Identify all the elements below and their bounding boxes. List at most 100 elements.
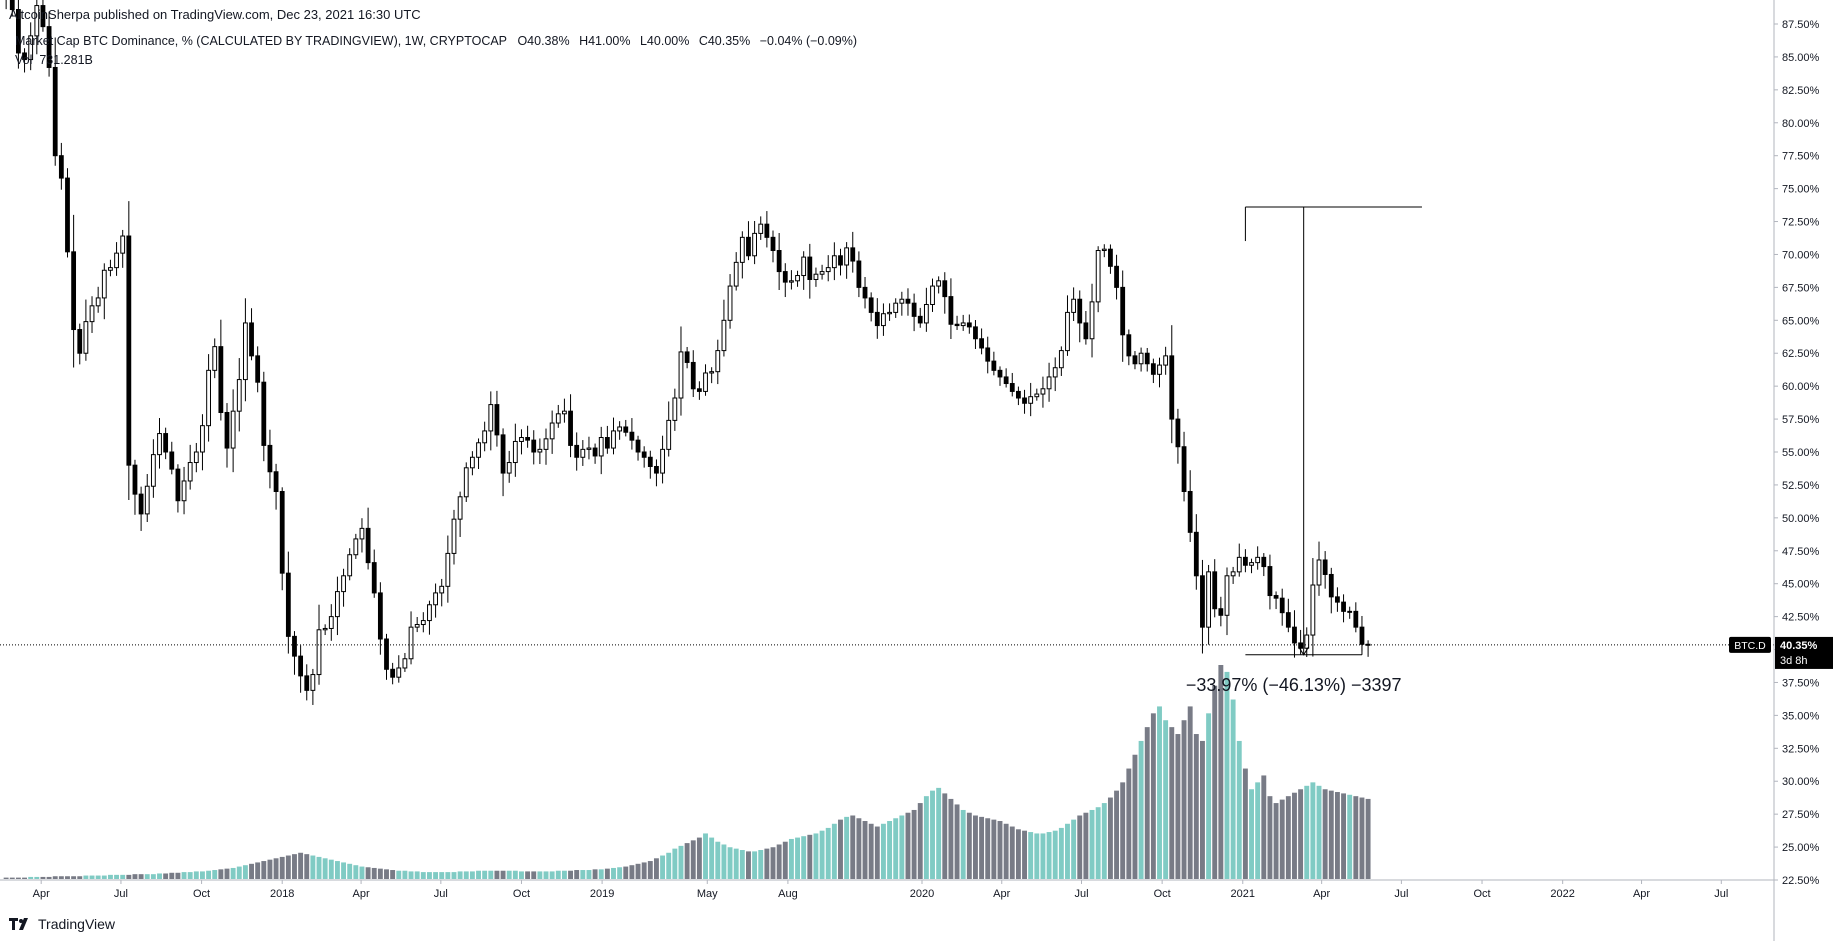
- volume-bar-down: [267, 859, 273, 879]
- candle-up: [206, 369, 211, 427]
- x-tick-label: Jul: [114, 888, 128, 900]
- candle-down: [623, 426, 629, 433]
- x-tick-label: 2020: [910, 888, 934, 900]
- candle-up: [825, 267, 831, 273]
- candle-down: [292, 635, 297, 657]
- volume-bar-down: [647, 861, 653, 879]
- volume-bar-up: [598, 869, 604, 879]
- candle-up: [721, 319, 727, 352]
- volume-bar-down: [1175, 734, 1181, 879]
- candle-down: [991, 360, 997, 371]
- candle-down: [1328, 573, 1334, 598]
- x-tick-label: Apr: [1313, 888, 1330, 900]
- candle-down: [224, 411, 230, 449]
- y-tick-label: 27.50%: [1782, 809, 1820, 821]
- volume-bar-up: [206, 870, 212, 879]
- y-tick-label: 67.50%: [1782, 282, 1820, 294]
- candle-down: [1022, 397, 1027, 404]
- candle-up: [758, 223, 764, 234]
- y-tick-label: 42.50%: [1782, 612, 1820, 624]
- volume-bar-up: [617, 867, 623, 879]
- candle-down: [132, 464, 138, 495]
- volume-bar-up: [936, 787, 942, 879]
- volume-bar-down: [1193, 734, 1199, 879]
- volume-bar-down: [224, 868, 230, 879]
- y-tick-label: 62.50%: [1782, 348, 1820, 360]
- candle-down: [1169, 355, 1175, 420]
- volume-bar-down: [776, 844, 782, 879]
- y-tick-label: 50.00%: [1782, 513, 1820, 525]
- candle-up: [101, 269, 107, 299]
- volume-bar-down: [850, 815, 856, 879]
- volume-bar-down: [273, 858, 279, 879]
- candle-down: [531, 439, 537, 453]
- candle-down: [494, 404, 500, 436]
- volume-bar-up: [666, 852, 672, 879]
- candle-up: [1040, 388, 1046, 395]
- volume-bar-down: [1285, 796, 1291, 879]
- candle-down: [1279, 597, 1285, 614]
- volume-bar-up: [543, 871, 549, 879]
- volume-bar-up: [187, 872, 193, 879]
- x-tick-label: Apr: [33, 888, 50, 900]
- candle-up: [549, 422, 555, 440]
- candle-up: [335, 591, 340, 618]
- candle-up: [28, 35, 34, 61]
- volume-bar-down: [40, 876, 46, 879]
- volume-bar-down: [782, 841, 788, 879]
- candle-up: [200, 425, 205, 453]
- volume-bar-up: [512, 870, 518, 879]
- candle-up: [1236, 556, 1242, 573]
- candle-up: [445, 552, 451, 587]
- candle-down: [647, 456, 653, 467]
- y-tick-label: 80.00%: [1782, 118, 1820, 130]
- candle-up: [899, 298, 905, 304]
- volume-bar-up: [1089, 809, 1095, 879]
- volume-bar-up: [831, 823, 837, 879]
- volume-bar-down: [917, 803, 923, 879]
- candle-up: [672, 397, 678, 421]
- candle-down: [948, 296, 954, 325]
- volume-bar-down: [1218, 665, 1224, 879]
- x-tick-label: Jul: [434, 888, 448, 900]
- volume-bar-down: [1212, 685, 1218, 879]
- candle-up: [396, 667, 402, 678]
- candle-down: [1261, 556, 1267, 568]
- candle-up: [703, 372, 708, 392]
- volume-bar-down: [304, 854, 310, 879]
- volume-bar-down: [9, 877, 15, 879]
- volume-bar-down: [132, 874, 138, 879]
- y-axis[interactable]: 87.50% 85.00% 82.50% 80.00% 77.50% 75.00% 72.5…: [1729, 0, 1833, 941]
- candle-down: [71, 251, 77, 331]
- publish-line: AltcoinSherpa published on TradingView.c…: [9, 7, 421, 22]
- candle-up: [181, 480, 187, 502]
- x-tick-label: Jul: [1394, 888, 1408, 900]
- candle-down: [65, 177, 70, 253]
- volume-bar-down: [985, 818, 991, 879]
- candle-down: [696, 388, 702, 392]
- volume-bar-down: [292, 854, 297, 879]
- volume-bar-up: [1071, 819, 1077, 879]
- x-axis[interactable]: Apr Jul Oct 2018 Apr Jul Oct 2019 May Aug 2020 Apr J…: [0, 879, 1774, 900]
- volume-bar-down: [1022, 830, 1027, 879]
- volume-bar-up: [1236, 740, 1242, 879]
- candle-up: [187, 462, 193, 482]
- x-tick-label: May: [697, 888, 718, 900]
- volume-value: 731.281B: [39, 53, 93, 67]
- candle-up: [242, 322, 248, 381]
- volume-bar-down: [261, 861, 267, 879]
- footer-brand[interactable]: TradingView: [8, 916, 115, 932]
- volume-bar-down: [746, 851, 751, 879]
- candle-down: [1120, 286, 1126, 336]
- candle-up: [930, 285, 935, 306]
- price-range-measure[interactable]: −33.97% (−46.13%) −3397: [1186, 206, 1422, 695]
- y-tick-label: 52.50%: [1782, 480, 1820, 492]
- candle-up: [157, 433, 162, 456]
- volume-bar-up: [488, 870, 494, 879]
- volume-bar-up: [555, 870, 561, 879]
- volume-bar-up: [101, 875, 107, 879]
- volume-bar-down: [1322, 789, 1328, 879]
- volume-bar-down: [905, 812, 911, 879]
